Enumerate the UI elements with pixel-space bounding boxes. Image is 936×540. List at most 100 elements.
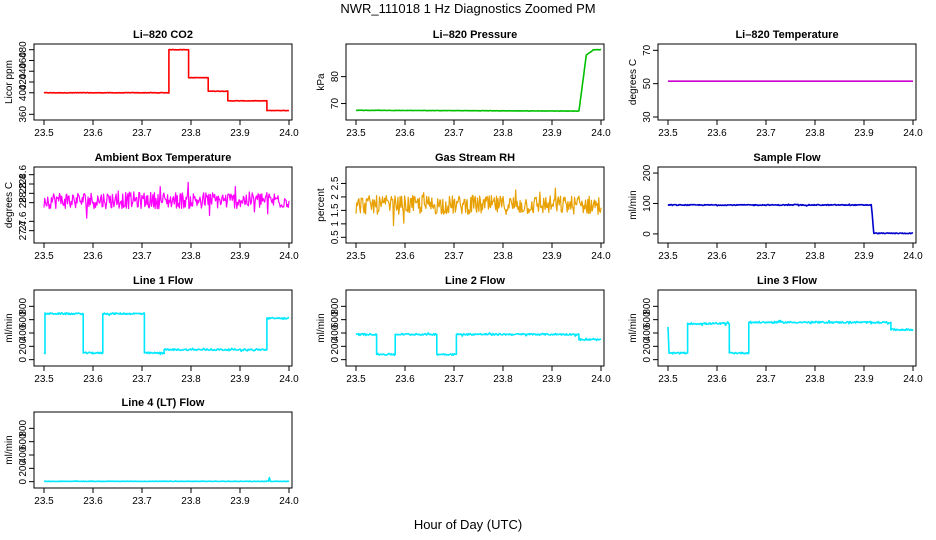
y-tick-label: 600 xyxy=(642,311,653,328)
y-tick-label: 200 xyxy=(18,338,29,355)
chart-panel-1: Li–820 CO2 23.5 23.6 23.7 23.8 23.9 24.0 360 400… xyxy=(4,29,299,139)
y-tick-label: 1.5 xyxy=(330,203,341,217)
y-axis-label: kPa xyxy=(316,73,327,91)
x-tick-label: 23.5 xyxy=(34,251,54,262)
y-tick-label: 0 xyxy=(642,231,653,237)
x-tick-label: 23.9 xyxy=(230,128,250,139)
x-tick-label: 23.9 xyxy=(542,128,562,139)
plot-frame xyxy=(345,43,605,121)
chart-panel-10: Line 4 (LT) Flow 23.5 23.6 23.7 23.8 23.9 24.0… xyxy=(4,397,299,507)
y-axis-label: degrees C xyxy=(628,59,639,105)
data-line xyxy=(43,181,290,219)
plot-frame xyxy=(657,43,917,121)
x-tick-label: 23.5 xyxy=(658,251,678,262)
y-tick-label: 200 xyxy=(18,460,29,477)
x-tick-label: 23.7 xyxy=(756,251,776,262)
y-tick-label: 200 xyxy=(642,164,653,181)
x-tick-label: 23.7 xyxy=(132,251,152,262)
y-axis-label: percent xyxy=(316,188,327,222)
figure-x-axis-label: Hour of Day (UTC) xyxy=(413,517,523,532)
y-axis-label: ml/min xyxy=(4,435,15,464)
y-tick-label: 28 xyxy=(18,197,29,209)
chart-title: Line 3 Flow xyxy=(757,275,817,287)
x-tick-label: 23.9 xyxy=(542,374,562,385)
x-tick-label: 24.0 xyxy=(591,251,611,262)
y-tick-label: 28.4 xyxy=(18,174,29,194)
x-tick-label: 23.5 xyxy=(346,251,366,262)
y-tick-label: 0 xyxy=(330,356,341,362)
x-tick-label: 23.9 xyxy=(542,251,562,262)
chart-title: Li–820 CO2 xyxy=(133,29,193,41)
x-tick-label: 24.0 xyxy=(279,374,299,385)
chart-panel-6: Sample Flow 23.5 23.6 23.7 23.8 23.9 24.0 0 100 2… xyxy=(628,152,923,262)
y-tick-label: 600 xyxy=(330,311,341,328)
chart-panel-8: Line 2 Flow 23.5 23.6 23.7 23.8 23.9 24.0 02004… xyxy=(316,275,611,385)
y-tick-label: 800 xyxy=(18,420,29,437)
y-axis-label: Licor ppm xyxy=(4,60,15,104)
x-tick-label: 23.7 xyxy=(132,496,152,507)
x-tick-label: 23.7 xyxy=(444,251,464,262)
y-axis-label: ml/min xyxy=(628,190,639,219)
x-tick-label: 23.6 xyxy=(395,128,415,139)
x-tick-label: 23.8 xyxy=(493,251,513,262)
y-axis-label: ml/min xyxy=(4,313,15,342)
chart-panel-4: Ambient Box Temperature 23.5 23.6 23.7 23.8 2… xyxy=(4,152,299,262)
chart-panel-2: Li–820 Pressure 23.5 23.6 23.7 23.8 23.9 24.0 7… xyxy=(316,29,611,139)
x-tick-label: 23.6 xyxy=(83,374,103,385)
data-line xyxy=(43,312,290,356)
y-tick-label: 70 xyxy=(642,44,653,56)
x-tick-label: 23.5 xyxy=(658,374,678,385)
y-tick-label: 100 xyxy=(642,195,653,212)
plot-frame xyxy=(657,166,917,244)
x-tick-label: 23.8 xyxy=(181,374,201,385)
x-tick-label: 23.8 xyxy=(181,251,201,262)
x-tick-label: 23.6 xyxy=(83,128,103,139)
x-tick-label: 23.6 xyxy=(707,374,727,385)
y-tick-label: 80 xyxy=(330,71,341,83)
x-tick-label: 23.7 xyxy=(756,374,776,385)
y-tick-label: 1 xyxy=(330,221,341,227)
x-tick-label: 23.9 xyxy=(230,251,250,262)
plot-frame xyxy=(33,411,293,489)
x-tick-label: 24.0 xyxy=(279,496,299,507)
x-tick-label: 23.5 xyxy=(34,374,54,385)
chart-title: Sample Flow xyxy=(753,152,821,164)
y-tick-label: 360 xyxy=(18,106,29,123)
y-tick-label: 0 xyxy=(642,356,653,362)
chart-panel-7: Line 1 Flow 23.5 23.6 23.7 23.8 23.9 24.0 02004… xyxy=(4,275,299,385)
chart-panel-9: Line 3 Flow 23.5 23.6 23.7 23.8 23.9 24.0 02004… xyxy=(628,275,923,385)
x-tick-label: 24.0 xyxy=(591,128,611,139)
y-tick-label: 800 xyxy=(642,298,653,315)
chart-title: Li–820 Temperature xyxy=(735,29,838,41)
plot-frame xyxy=(657,289,917,367)
chart-title: Line 2 Flow xyxy=(445,275,505,287)
y-tick-label: 600 xyxy=(18,433,29,450)
chart-title: Ambient Box Temperature xyxy=(95,152,232,164)
y-axis-label: degrees C xyxy=(4,182,15,228)
x-tick-label: 23.7 xyxy=(756,128,776,139)
x-tick-label: 23.8 xyxy=(805,374,825,385)
y-axis-label: ml/min xyxy=(628,313,639,342)
y-tick-label: 27.6 xyxy=(18,211,29,231)
x-tick-label: 23.9 xyxy=(854,251,874,262)
x-tick-label: 23.8 xyxy=(181,128,201,139)
chart-title: Line 4 (LT) Flow xyxy=(122,397,205,409)
y-tick-label: 200 xyxy=(642,338,653,355)
y-tick-label: 400 xyxy=(330,324,341,341)
chart-title: Li–820 Pressure xyxy=(433,29,517,41)
figure-title: NWR_111018 1 Hz Diagnostics Zoomed PM xyxy=(340,1,596,16)
x-tick-label: 24.0 xyxy=(279,128,299,139)
x-tick-label: 23.5 xyxy=(658,128,678,139)
x-tick-label: 23.9 xyxy=(854,374,874,385)
x-tick-label: 23.8 xyxy=(805,251,825,262)
x-tick-label: 23.9 xyxy=(230,496,250,507)
x-tick-label: 23.5 xyxy=(34,128,54,139)
x-tick-label: 23.8 xyxy=(493,374,513,385)
data-line xyxy=(355,187,602,227)
plot-frame xyxy=(345,289,605,367)
y-tick-label: 30 xyxy=(642,111,653,123)
chart-title: Gas Stream RH xyxy=(435,152,515,164)
x-tick-label: 24.0 xyxy=(903,251,923,262)
y-tick-label: 400 xyxy=(642,324,653,341)
x-tick-label: 23.8 xyxy=(181,496,201,507)
